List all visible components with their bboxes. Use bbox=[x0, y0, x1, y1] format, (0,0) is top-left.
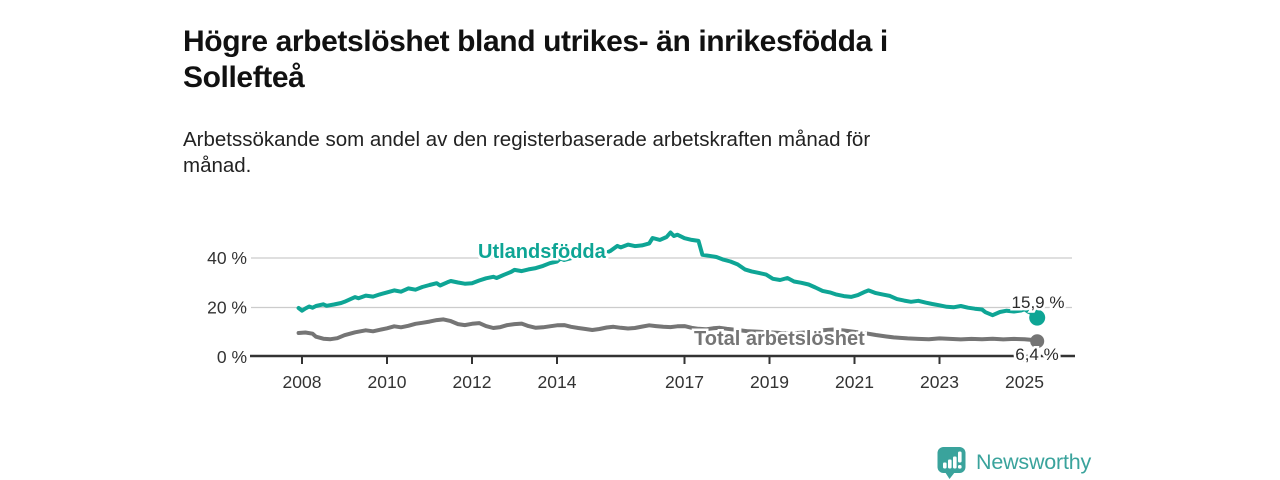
x-tick-label: 2017 bbox=[665, 372, 704, 392]
total-end-value-label: 6,4 % bbox=[1015, 345, 1058, 364]
x-tick-label: 2025 bbox=[1005, 372, 1044, 392]
total-series-label: Total arbetslöshet bbox=[694, 328, 865, 350]
y-tick-label: 0 % bbox=[217, 347, 247, 367]
newsworthy-logo: Newsworthy bbox=[936, 446, 1091, 479]
foreign-born-end-dot bbox=[1029, 309, 1046, 326]
y-tick-label: 20 % bbox=[207, 298, 247, 318]
x-axis: 2008 2010 2012 2014 2017 2019 2021 2023 2025 bbox=[283, 356, 1044, 392]
page-title: Högre arbetslöshet bland utrikes- än inr… bbox=[183, 25, 888, 95]
newsworthy-logo-text: Newsworthy bbox=[976, 450, 1092, 474]
foreign-born-line bbox=[296, 230, 1040, 320]
x-tick-label: 2012 bbox=[453, 372, 492, 392]
x-tick-label: 2021 bbox=[835, 372, 874, 392]
chart-subtitle: Arbetssökande som andel av den registerb… bbox=[183, 128, 871, 177]
total-end-dot bbox=[1030, 334, 1045, 349]
foreign-born-series-label: Utlandsfödda bbox=[478, 241, 607, 263]
x-tick-label: 2019 bbox=[750, 372, 789, 392]
x-tick-label: 2014 bbox=[538, 372, 577, 392]
total-unemployment-line bbox=[296, 317, 1040, 344]
foreign-born-end-value-label: 15,9 % bbox=[1012, 293, 1065, 312]
x-tick-label: 2010 bbox=[368, 372, 407, 392]
x-tick-label: 2023 bbox=[920, 372, 959, 392]
y-axis: 0 % 20 % 40 % bbox=[207, 248, 1072, 367]
newsworthy-logo-icon bbox=[937, 447, 966, 479]
y-tick-label: 40 % bbox=[207, 248, 247, 268]
x-tick-label: 2008 bbox=[283, 372, 322, 392]
